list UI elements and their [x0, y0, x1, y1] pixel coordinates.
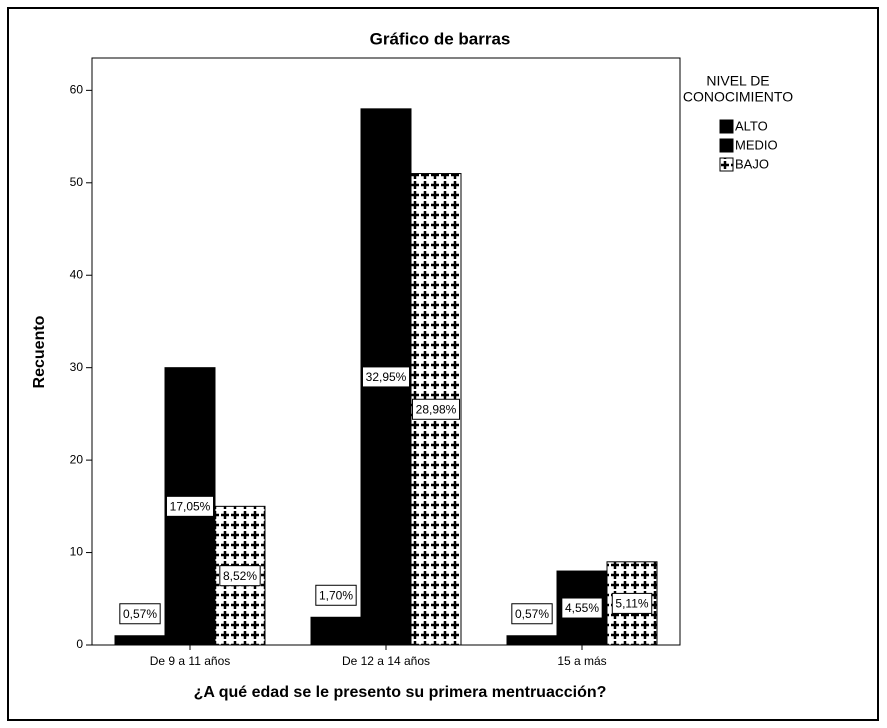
bar: [506, 635, 558, 646]
value-label-box: [511, 603, 553, 625]
value-label: 17,05%: [170, 500, 211, 514]
legend-swatch: [719, 119, 734, 134]
x-axis-label: ¿A qué edad se le presento su primera me…: [194, 684, 607, 701]
x-tick-label: De 9 a 11 años: [150, 654, 231, 668]
value-label: 0,57%: [515, 607, 549, 621]
y-tick-label: 0: [76, 637, 83, 651]
legend-label: BAJO: [735, 156, 769, 171]
frame: [7, 7, 879, 721]
y-tick-label: 60: [70, 83, 84, 97]
value-label: 28,98%: [416, 402, 457, 416]
y-tick-label: 20: [70, 452, 84, 466]
legend-label: MEDIO: [735, 137, 778, 152]
y-axis-label: Recuento: [31, 315, 48, 388]
value-label-box: [219, 565, 261, 587]
x-tick-label: De 12 a 14 años: [342, 654, 430, 668]
y-tick-label: 40: [70, 267, 84, 281]
bar: [114, 635, 166, 646]
bar: [310, 616, 362, 646]
chart-title: Gráfico de barras: [370, 29, 511, 48]
value-label-box: [315, 584, 357, 606]
legend-label: ALTO: [735, 118, 768, 133]
value-label-box: [611, 592, 653, 614]
value-label: 8,52%: [223, 569, 257, 583]
y-tick-label: 50: [70, 175, 84, 189]
value-label-box: [411, 398, 461, 420]
value-label: 32,95%: [366, 370, 407, 384]
value-label-box: [561, 597, 603, 619]
y-tick-label: 10: [70, 545, 84, 559]
legend-swatch: [719, 157, 734, 172]
value-label: 4,55%: [565, 601, 599, 615]
value-label: 0,57%: [123, 607, 157, 621]
value-label: 5,11%: [615, 597, 648, 611]
legend-title: CONOCIMIENTO: [683, 89, 793, 105]
x-tick-label: 15 a más: [557, 654, 606, 668]
y-tick-label: 30: [70, 360, 84, 374]
value-label-box: [361, 366, 411, 388]
value-label: 1,70%: [319, 588, 353, 602]
value-label-box: [119, 603, 161, 625]
legend-swatch: [719, 138, 734, 153]
value-label-box: [165, 495, 215, 517]
legend-title: NIVEL DE: [706, 73, 769, 89]
